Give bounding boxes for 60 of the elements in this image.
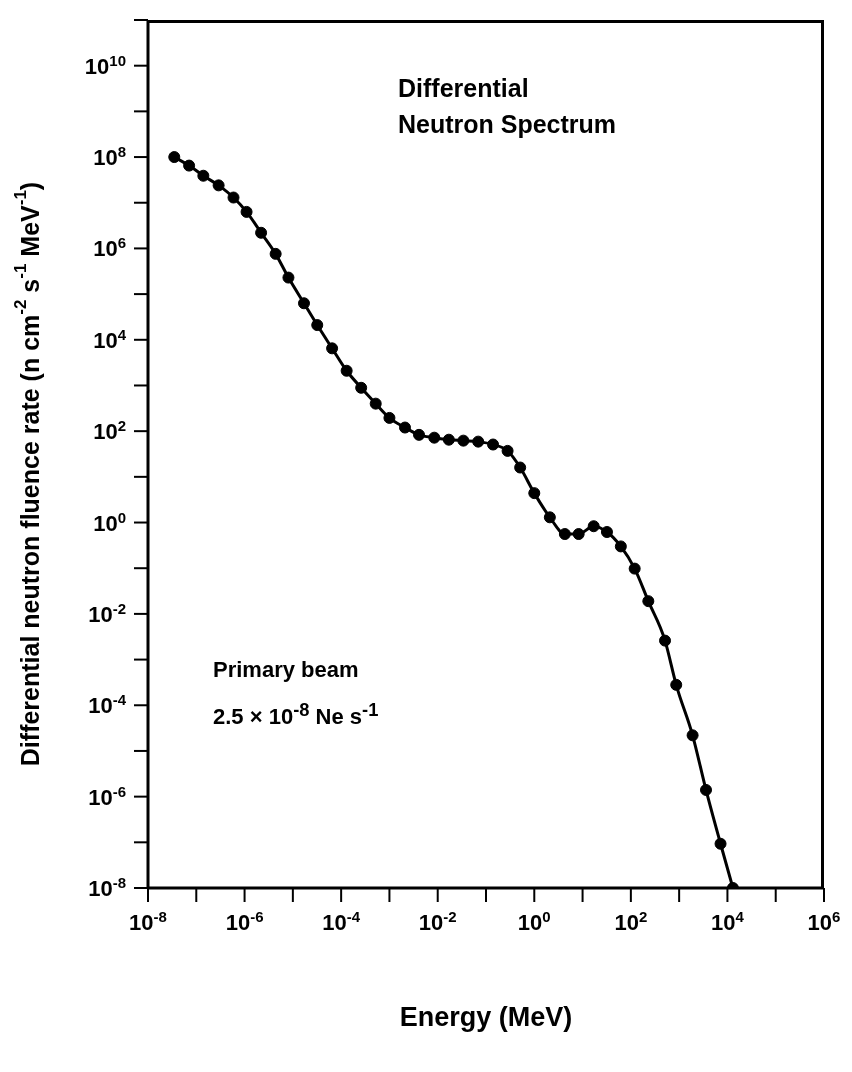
point [659, 634, 672, 647]
y-tick-label: 10$^{-8}$ [88, 873, 126, 901]
point [572, 528, 585, 541]
x-tick-label: 10$^{-2}$ [418, 907, 457, 935]
y-tick-label: 10$^{8}$ [93, 142, 126, 171]
point [642, 595, 655, 608]
y-tick-label: 10$^{-2}$ [88, 599, 126, 627]
point [501, 444, 514, 457]
point [528, 487, 541, 500]
point [326, 342, 339, 355]
point [700, 783, 712, 796]
y-tick-label: 10$^{10}$ [84, 51, 126, 79]
text: Differential Neutron Spectrum [398, 73, 618, 140]
point [614, 540, 627, 553]
point [340, 364, 353, 377]
point [413, 428, 426, 441]
point [428, 431, 441, 444]
point [282, 271, 295, 284]
y-tick-label: 10$^{-4}$ [88, 690, 127, 719]
y-tick-label: 10$^{-6}$ [88, 782, 126, 810]
point [240, 205, 253, 218]
y-tick-label: 10$^{4}$ [93, 325, 127, 353]
point [670, 678, 683, 691]
point [183, 159, 196, 172]
x-tick-label: 10$^{-8}$ [129, 907, 167, 935]
x-tick-label: 10$^{6}$ [807, 907, 841, 935]
point [311, 319, 324, 332]
annotation: 2.5 × 10$^{-8}$ Ne s$^{-1}$ [213, 698, 379, 732]
point [269, 247, 282, 260]
x-axis-title: Energy (MeV) [399, 1002, 573, 1032]
point [628, 562, 641, 575]
point [227, 191, 240, 204]
x-tick-label: 10$^{0}$ [517, 907, 551, 935]
x-tick-label: 10$^{-4}$ [322, 907, 361, 935]
point [714, 837, 727, 850]
point [255, 226, 268, 239]
point [587, 520, 600, 533]
point [297, 297, 310, 310]
x-tick-label: 10$^{4}$ [711, 907, 745, 935]
point [558, 528, 571, 541]
point [472, 435, 485, 448]
annotation: Primary beam [213, 656, 360, 684]
y-tick-label: 10$^{0}$ [93, 508, 126, 536]
point [457, 434, 470, 447]
point [442, 433, 455, 446]
point [355, 381, 368, 394]
point [514, 461, 527, 474]
point [212, 179, 225, 192]
point [398, 421, 411, 434]
x-tick-label: 10$^{-6}$ [225, 907, 264, 935]
point [600, 526, 613, 539]
point [197, 169, 210, 182]
point [383, 411, 396, 424]
y-tick-label: 10$^{6}$ [93, 233, 126, 262]
point [543, 511, 556, 524]
y-tick-label: 10$^{2}$ [93, 416, 126, 445]
point [369, 397, 382, 410]
x-tick-label: 10$^{2}$ [614, 907, 648, 935]
point [686, 729, 699, 742]
point [168, 151, 181, 164]
